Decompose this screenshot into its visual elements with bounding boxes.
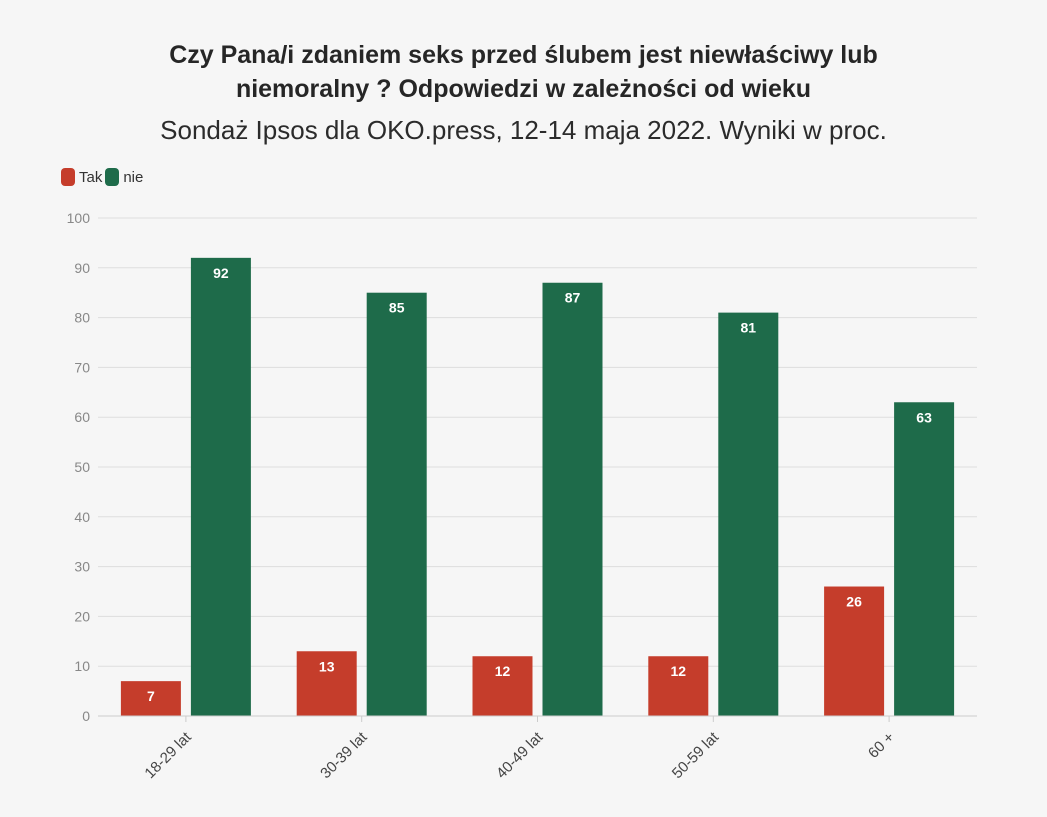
legend-swatch-nie <box>105 168 120 186</box>
legend-swatch-tak <box>61 168 75 186</box>
legend-label-nie: nie <box>123 168 144 186</box>
chart-subtitle: Sondaż Ipsos dla OKO.press, 12-14 maja 2… <box>160 115 887 145</box>
y-tick-label: 80 <box>74 310 90 326</box>
bar-tak <box>296 651 357 716</box>
data-label: 92 <box>213 265 229 281</box>
y-tick-label: 70 <box>74 359 90 375</box>
bar-nie <box>718 312 779 716</box>
chart-title-line-2: niemoralny ? Odpowiedzi w zależności od … <box>235 75 812 103</box>
data-label: 13 <box>319 658 335 674</box>
x-tick-label: 18-29 lat <box>141 728 195 782</box>
y-tick-label: 50 <box>74 459 90 475</box>
bar-tak <box>120 681 181 716</box>
bar-nie <box>366 292 427 716</box>
y-tick-label: 20 <box>74 608 90 624</box>
legend-item-tak[interactable]: Tak <box>61 168 102 186</box>
data-label: 12 <box>495 663 511 679</box>
data-label: 12 <box>671 663 687 679</box>
bar-tak <box>648 656 709 716</box>
data-label: 7 <box>147 688 155 704</box>
bar-tak <box>472 656 533 716</box>
bar-nie <box>542 282 603 716</box>
x-tick-label: 40-49 lat <box>493 728 547 782</box>
y-tick-label: 60 <box>74 409 90 425</box>
x-tick-label: 60 + <box>865 729 898 762</box>
legend-item-nie[interactable]: nie <box>105 168 143 186</box>
y-tick-label: 10 <box>74 658 90 674</box>
chart-title-line-1: Czy Pana/i zdaniem seks przed ślubem jes… <box>169 41 878 69</box>
x-tick-label: 30-39 lat <box>317 728 371 782</box>
x-tick-label: 50-59 lat <box>669 728 723 782</box>
data-label: 63 <box>916 409 932 425</box>
y-tick-label: 100 <box>67 210 91 226</box>
bar-nie <box>894 402 955 716</box>
chart-title: Czy Pana/i zdaniem seks przed ślubem jes… <box>0 38 1047 106</box>
y-tick-label: 30 <box>74 559 90 575</box>
data-label: 26 <box>846 594 862 610</box>
y-tick-label: 0 <box>82 708 90 724</box>
bar-tak <box>824 586 885 716</box>
y-tick-label: 40 <box>74 509 90 525</box>
bar-nie <box>190 257 251 716</box>
data-label: 85 <box>389 300 405 316</box>
legend-label-tak: Tak <box>79 168 103 186</box>
legend: Tak nie <box>61 168 146 186</box>
data-label: 87 <box>565 290 581 306</box>
data-label: 81 <box>741 320 757 336</box>
y-tick-label: 90 <box>74 260 90 276</box>
